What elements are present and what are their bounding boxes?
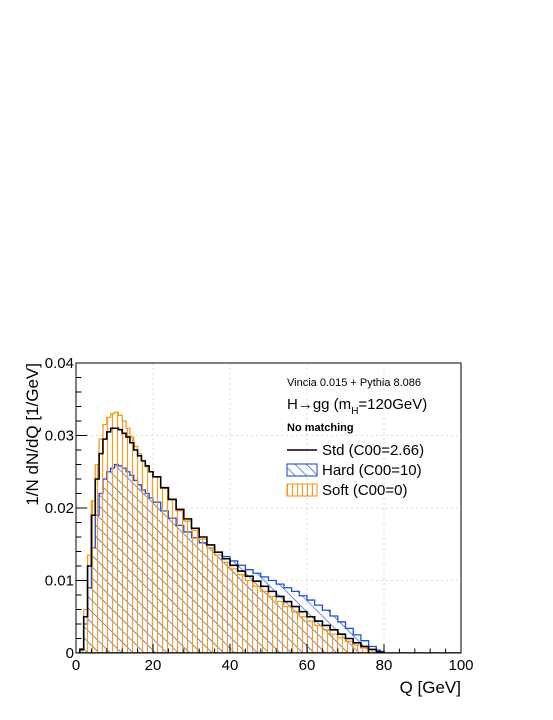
series-soft	[77, 411, 461, 653]
y-axis-label: 1/N dN/dQ [1/GeV]	[23, 363, 42, 506]
legend: Std (C00=2.66) Hard (C00=10) Soft (C00=0)	[286, 442, 424, 499]
legend-label-hard: Hard (C00=10)	[322, 462, 422, 479]
legend-swatch-soft	[286, 483, 318, 497]
legend-swatch-hard	[286, 463, 318, 477]
x-tick-label: 60	[299, 657, 316, 674]
y-tick-label: 0	[66, 645, 74, 662]
series-layer	[77, 411, 461, 653]
axis-ticks: 0 20 40 60 80 100 0 0.01 0.02 0.03 0.04	[45, 355, 474, 674]
annotation-generator: Vincia 0.015 + Pythia 8.086	[287, 377, 421, 389]
y-tick-label: 0.02	[45, 500, 74, 517]
x-axis-label: Q [GeV]	[400, 678, 461, 697]
annotation-process-mass: =120GeV)	[358, 396, 427, 413]
annotation-process-sub: H	[351, 406, 358, 417]
x-tick-label: 40	[222, 657, 239, 674]
annotation-process-main: H→gg (m	[287, 396, 351, 413]
y-tick-label: 0.03	[45, 428, 74, 445]
x-tick-label: 100	[448, 657, 473, 674]
x-tick-label: 80	[376, 657, 393, 674]
x-tick-label: 0	[72, 657, 80, 674]
x-tick-label: 20	[145, 657, 162, 674]
legend-label-soft: Soft (C00=0)	[322, 482, 407, 499]
series-std	[77, 427, 461, 653]
annotation-process: H→gg (mH=120GeV)	[287, 396, 427, 417]
y-tick-label: 0.01	[45, 573, 74, 590]
legend-label-std: Std (C00=2.66)	[322, 442, 424, 459]
annotation-matching: No matching	[287, 422, 354, 434]
y-tick-label: 0.04	[45, 355, 74, 372]
